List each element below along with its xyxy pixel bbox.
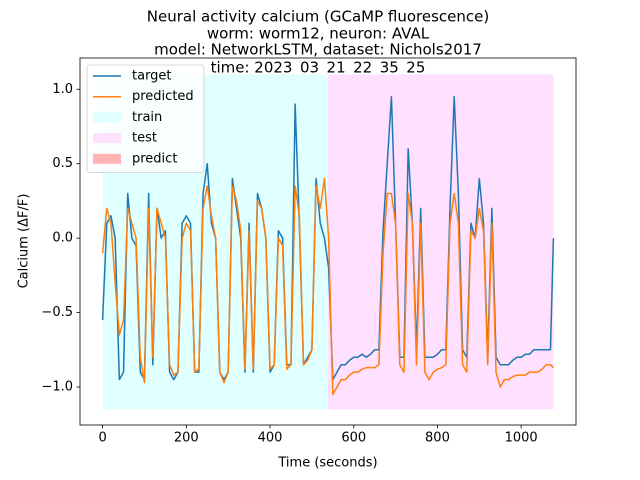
chart-subtitle: time: 2023_03_21_22_35_25 — [211, 59, 426, 78]
legend-box — [86, 64, 205, 173]
x-axis-label: Time (seconds) — [277, 456, 377, 471]
span — [327, 74, 554, 410]
legend-swatch — [93, 133, 121, 144]
x-tick-label: 200 — [174, 431, 199, 446]
chart-subtitle: model: NetworkLSTM, dataset: Nichols2017 — [154, 41, 482, 59]
legend-label: train — [132, 110, 162, 125]
y-tick-label: −0.5 — [41, 305, 73, 320]
x-tick-label: 400 — [258, 431, 283, 446]
legend-label: predicted — [132, 89, 194, 104]
y-tick-label: 0.0 — [52, 231, 73, 246]
legend: target predicted train test predict — [86, 64, 205, 173]
axes-frame — [79, 57, 577, 426]
x-tick-label: 800 — [425, 431, 450, 446]
y-tick-label: −1.0 — [41, 380, 73, 395]
x-tick-label: 600 — [341, 431, 366, 446]
x-tick-label: 1000 — [505, 431, 538, 446]
legend-swatch — [93, 153, 121, 164]
legend-label: test — [132, 131, 157, 146]
legend-label: predict — [132, 151, 177, 166]
legend-label: target — [132, 69, 172, 84]
y-axis-label: Calcium (ΔF/F) — [17, 194, 32, 289]
chart-title: Neural activity calcium (GCaMP fluoresce… — [147, 8, 489, 26]
y-tick-label: 0.5 — [52, 156, 73, 171]
x-tick-label: 0 — [98, 431, 106, 446]
chart-subtitle: worm: worm12, neuron: AVAL — [207, 25, 430, 43]
y-tick-label: 1.0 — [52, 82, 73, 97]
legend-swatch — [93, 112, 121, 123]
series-line — [101, 177, 554, 396]
